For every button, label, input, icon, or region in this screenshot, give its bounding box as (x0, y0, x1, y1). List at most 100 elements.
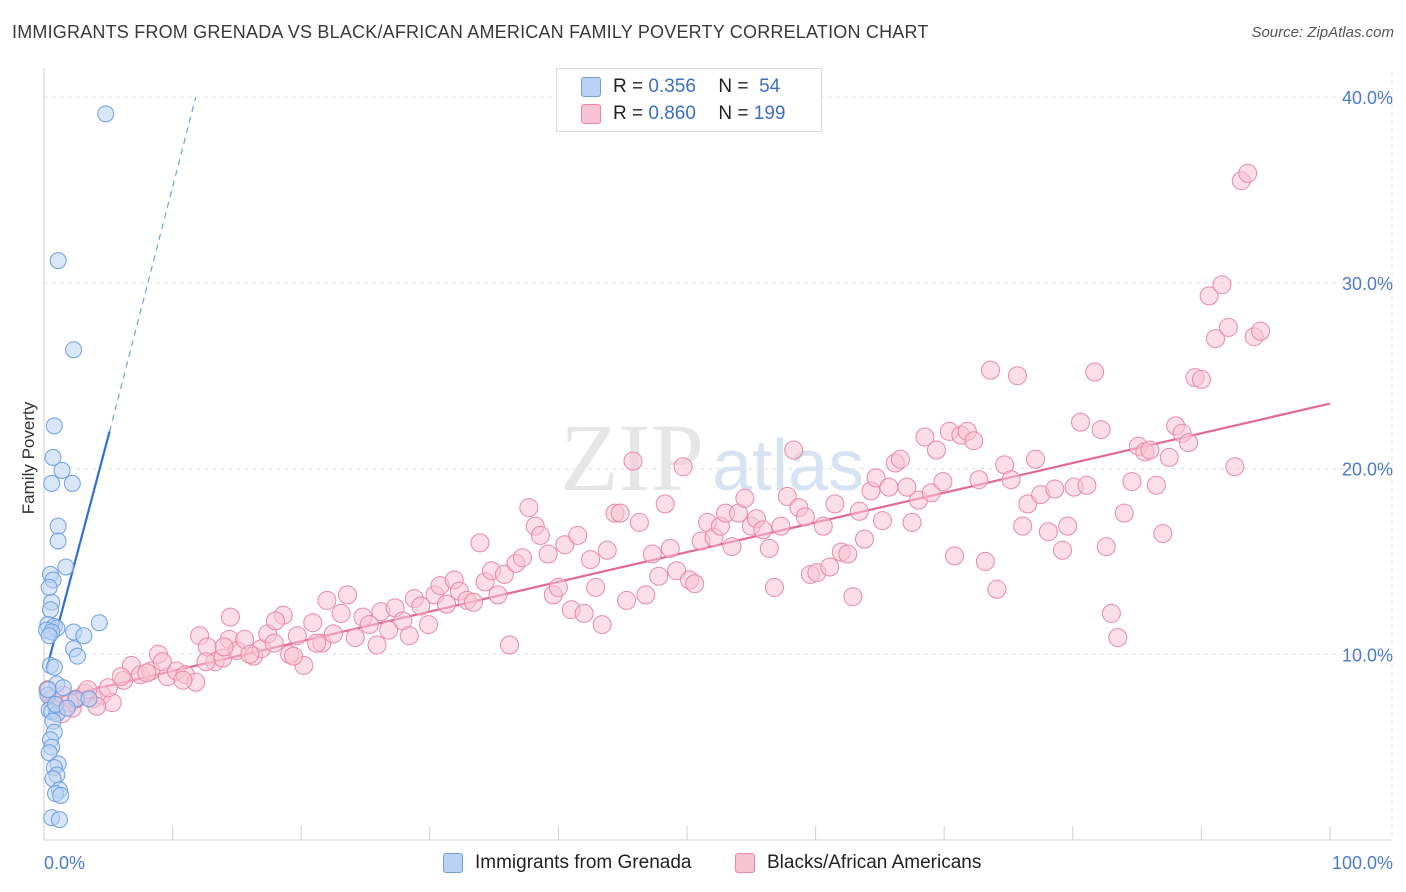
point-black (592, 615, 612, 635)
point-grenada (49, 532, 67, 550)
legend-n-value: 54 (759, 76, 781, 97)
point-black (1053, 540, 1073, 560)
point-black (568, 525, 588, 545)
point-black (854, 529, 874, 549)
point-black (784, 440, 804, 460)
point-grenada (45, 658, 63, 676)
y-tick-label: 20.0% (1342, 460, 1393, 480)
point-black (399, 626, 419, 646)
point-black (220, 607, 240, 627)
point-grenada (68, 647, 86, 665)
point-black (1140, 440, 1160, 460)
point-black (1114, 503, 1134, 523)
point-black (795, 507, 815, 527)
legend-r-value: 0.356 (648, 76, 696, 97)
point-black (287, 626, 307, 646)
point-black (1122, 472, 1142, 492)
point-black (820, 557, 840, 577)
point-black (980, 360, 1000, 380)
point-black (137, 663, 157, 683)
point-black (642, 544, 662, 564)
point-black (926, 440, 946, 460)
point-black (437, 594, 457, 614)
point-black (240, 644, 260, 664)
point-black (597, 540, 617, 560)
bottom-legend-label: Immigrants from Grenada (475, 852, 692, 873)
point-black (464, 592, 484, 612)
point-black (660, 538, 680, 558)
point-black (759, 538, 779, 558)
point-grenada (63, 474, 81, 492)
legend-n-label: N = (718, 76, 749, 97)
point-black (530, 525, 550, 545)
point-black (636, 585, 656, 605)
point-grenada (52, 786, 70, 804)
point-black (1013, 516, 1033, 536)
legend-row-grenada: R = 0.356 N = 54 (581, 75, 780, 99)
point-black (667, 561, 687, 581)
point-black (214, 637, 234, 657)
point-black (1159, 447, 1179, 467)
point-black (1199, 286, 1219, 306)
point-black (975, 551, 995, 571)
y-tick-label: 30.0% (1342, 274, 1393, 294)
point-black (987, 579, 1007, 599)
point-black (1218, 317, 1238, 337)
legend-swatch-grenada (581, 77, 601, 97)
legend-r-label: R = (613, 76, 644, 97)
point-grenada (41, 601, 59, 619)
point-grenada (80, 690, 98, 708)
legend-swatch-black (581, 104, 601, 124)
point-black (933, 472, 953, 492)
point-black (586, 577, 606, 597)
point-black (1018, 494, 1038, 514)
point-black (1153, 524, 1173, 544)
point-grenada (39, 681, 57, 699)
point-black (915, 427, 935, 447)
point-black (1206, 329, 1226, 349)
point-black (1038, 522, 1058, 542)
point-black (512, 548, 532, 568)
source-credit: Source: ZipAtlas.com (1251, 24, 1394, 41)
point-black (849, 501, 869, 521)
point-grenada (43, 474, 61, 492)
point-black (1238, 163, 1258, 183)
point-black (685, 574, 705, 594)
bottom-legend-swatch-grenada (443, 853, 463, 873)
point-black (307, 633, 327, 653)
point-black (196, 652, 216, 672)
point-black (419, 615, 439, 635)
point-black (538, 544, 558, 564)
point-black (879, 477, 899, 497)
point-black (921, 483, 941, 503)
point-black (173, 670, 193, 690)
point-black (771, 516, 791, 536)
point-grenada (57, 558, 75, 576)
point-black (337, 585, 357, 605)
point-black (902, 512, 922, 532)
point-black (969, 470, 989, 490)
legend-r-label: R = (613, 103, 644, 124)
point-black (610, 503, 630, 523)
gridlines (44, 72, 1393, 840)
data-points (38, 105, 1271, 829)
point-black (1191, 369, 1211, 389)
point-black (98, 678, 118, 698)
legend-n-value: 199 (753, 103, 786, 124)
point-grenada (44, 448, 62, 466)
point-black (470, 533, 490, 553)
point-black (944, 546, 964, 566)
point-black (843, 587, 863, 607)
bottom-legend-label: Blacks/African Americans (767, 852, 982, 873)
point-black (411, 596, 431, 616)
y-tick-label: 10.0% (1342, 645, 1393, 665)
point-grenada (40, 744, 58, 762)
point-black (735, 488, 755, 508)
point-grenada (45, 417, 63, 435)
watermark: ZIP atlas (560, 404, 864, 511)
point-black (722, 537, 742, 557)
y-tick-label: 40.0% (1342, 88, 1393, 108)
point-grenada (90, 614, 108, 632)
point-black (574, 603, 594, 623)
